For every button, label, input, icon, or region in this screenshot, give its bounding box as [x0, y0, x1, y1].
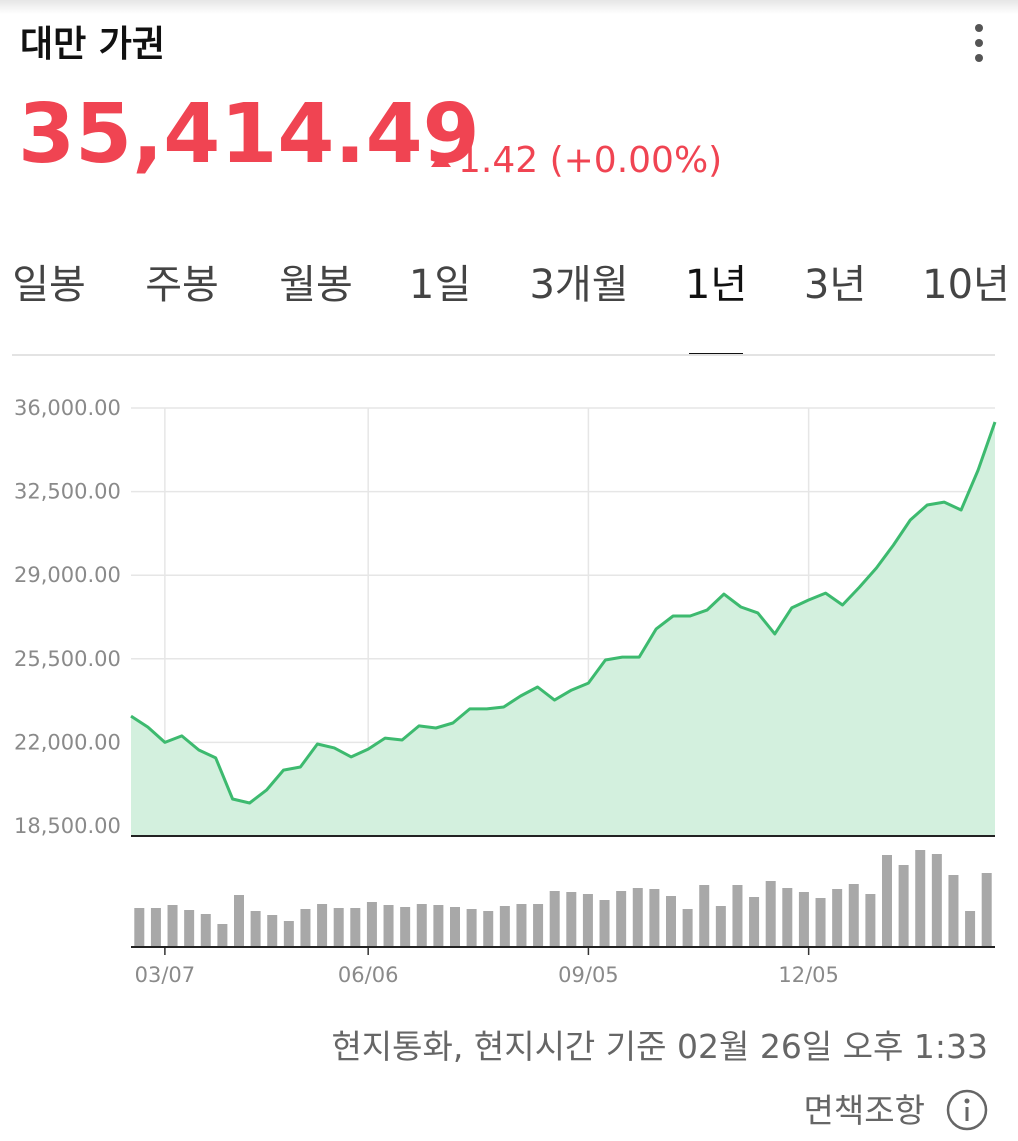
price: 35,414.49 [18, 87, 480, 182]
y-tick-label: 36,000.00 [14, 396, 121, 420]
tab[interactable]: 일봉 [12, 262, 86, 308]
tab[interactable]: 10년 [922, 262, 1010, 308]
y-tick-label: 29,000.00 [14, 563, 121, 587]
tab[interactable]: 3개월 [529, 262, 628, 308]
tab[interactable]: 3년 [804, 262, 866, 308]
volume-bar [533, 904, 544, 947]
volume-bar [483, 911, 494, 947]
x-tick-label: 03/07 [135, 963, 196, 987]
volume-bar [649, 889, 660, 947]
volume-bar [217, 924, 228, 947]
volume-bar [798, 892, 809, 947]
x-tick-label: 12/05 [778, 963, 839, 987]
volume-bar [599, 900, 610, 947]
volume-bar [549, 891, 560, 947]
volume-bar [582, 894, 593, 947]
volume-bar [566, 892, 577, 947]
volume-bar [184, 910, 195, 947]
y-tick-label: 22,000.00 [14, 730, 121, 754]
volume-bar [865, 894, 876, 947]
volume-bar [167, 905, 178, 947]
volume-bar [416, 904, 427, 947]
top-shade [0, 0, 1018, 14]
volume-bar [765, 881, 776, 947]
volume-bar [383, 905, 394, 947]
info-icon[interactable] [946, 1089, 988, 1131]
volume-bar [267, 915, 278, 947]
volume-bar [234, 895, 244, 947]
volume-bar [848, 884, 859, 947]
price-line [130, 421, 997, 805]
volume-bar [898, 865, 909, 947]
volume-bar [450, 907, 460, 947]
change: 1.42 (+0.00%) [458, 140, 722, 181]
menu-button[interactable] [975, 24, 983, 62]
volume-bar [666, 896, 676, 947]
title: 대만 가권 [20, 24, 165, 65]
tab[interactable]: 1일 [409, 262, 471, 308]
tab[interactable]: 주봉 [145, 262, 219, 308]
volume-bar [832, 889, 843, 947]
volume-bar [333, 908, 344, 947]
y-tick-label: 25,500.00 [14, 647, 121, 671]
volume-bar [350, 908, 361, 947]
volume-bar [732, 885, 743, 947]
timestamp: 현지통화, 현지시간 기준 02월 26일 오후 1:33 [331, 1027, 988, 1066]
area-fill [131, 422, 995, 836]
volume-bar [715, 906, 726, 947]
volume-bar [682, 909, 693, 947]
x-tick-label: 09/05 [558, 963, 619, 987]
volume-bar [516, 904, 527, 947]
volume-bar [815, 898, 826, 947]
volume-bar [632, 888, 643, 947]
tab[interactable]: 1년 [685, 262, 747, 308]
volume-bar [882, 855, 892, 947]
volume-bar [400, 907, 411, 947]
y-tick-label: 18,500.00 [14, 814, 121, 838]
volume-bar [616, 891, 627, 947]
volume-bar [300, 909, 311, 947]
volume-bar [749, 897, 760, 947]
volume-bar [981, 873, 992, 947]
volume-bar [250, 911, 261, 947]
disclaimer[interactable]: 면책조항 [804, 1091, 925, 1130]
tab-bar: 일봉 주봉 월봉 1일 3개월 1년 3년 10년 [12, 262, 1010, 356]
volume-bar [150, 908, 161, 947]
volume-bar [931, 854, 942, 947]
y-tick-label: 32,500.00 [14, 480, 121, 504]
x-tick-label: 06/06 [338, 963, 399, 987]
volume-bar [317, 904, 328, 947]
volume-bar [366, 902, 377, 947]
volume-bar [134, 908, 145, 947]
volume-bar [782, 888, 793, 947]
volume-bar [433, 905, 444, 947]
up-arrow [431, 153, 451, 167]
volume-bar [965, 911, 976, 947]
volume-bar [466, 909, 477, 947]
volume-bar [283, 921, 294, 947]
chart: 18,500.00 22,000.00 25,500.00 29,000.00 32,5… [14, 396, 997, 987]
volume-bar [499, 906, 510, 947]
volume-bar [200, 914, 211, 947]
volume-bar [699, 885, 710, 947]
volume-bar [915, 850, 926, 947]
volume-bar [948, 875, 959, 947]
tab[interactable]: 월봉 [279, 262, 353, 308]
